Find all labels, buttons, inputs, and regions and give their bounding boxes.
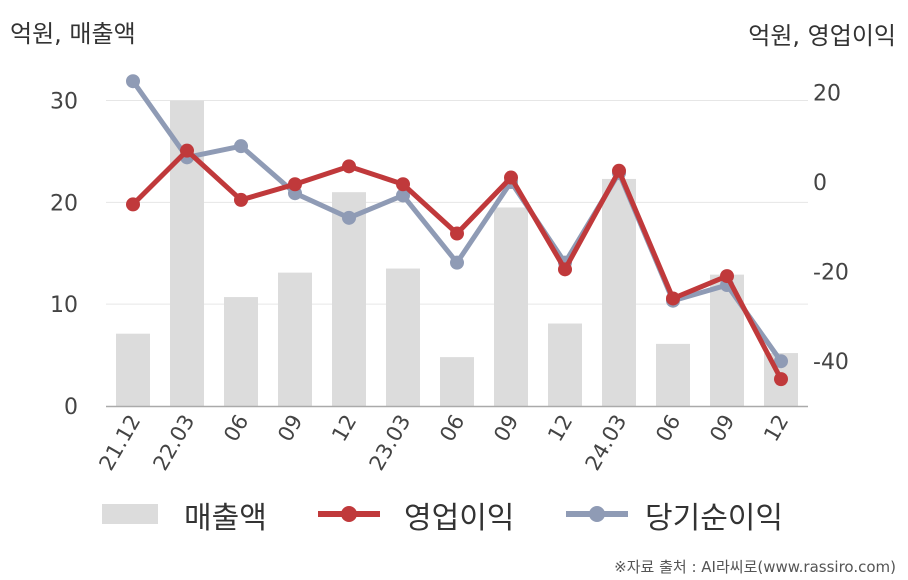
- x-tick-label: 23.03: [364, 411, 415, 475]
- right-tick-label: 0: [813, 171, 827, 196]
- revenue-bars: [116, 100, 798, 406]
- right-tick-label: -20: [813, 261, 849, 286]
- x-tick-label: 12: [759, 411, 793, 446]
- point-operating-profit: [126, 197, 140, 212]
- point-operating-profit: [504, 170, 518, 185]
- left-axis-ticks: 0 10 20 30: [50, 90, 78, 420]
- bar-revenue: [440, 357, 474, 406]
- point-operating-profit: [396, 177, 410, 192]
- bar-revenue: [494, 207, 528, 406]
- point-operating-profit: [342, 159, 356, 174]
- x-tick-label: 09: [489, 411, 523, 446]
- bar-revenue: [332, 192, 366, 406]
- right-axis-ticks: -40 -20 0 20: [813, 81, 849, 375]
- left-axis-title: 억원, 매출액: [10, 20, 136, 48]
- legend-marker-net-income: [589, 506, 605, 522]
- grid-lines: [106, 100, 808, 305]
- bar-revenue: [602, 178, 636, 406]
- x-tick-label: 22.03: [148, 411, 199, 475]
- left-tick-label: 0: [64, 395, 78, 420]
- point-net-income: [126, 74, 140, 89]
- source-credit: ※자료 출처 : AI라씨로(www.rassiro.com): [614, 558, 896, 576]
- x-tick-label: 21.12: [94, 411, 145, 475]
- right-axis-title: 억원, 영업이익: [748, 22, 896, 50]
- x-axis-ticks: 21.12 22.03 06 09 12 23.03 06 09 12 24.03 06 09 12: [94, 411, 793, 475]
- bar-revenue: [116, 333, 150, 406]
- left-tick-label: 20: [50, 191, 78, 216]
- x-tick-label: 06: [651, 411, 685, 446]
- bar-revenue: [224, 297, 258, 406]
- x-tick-label: 24.03: [580, 411, 631, 475]
- profit-lines: [126, 74, 788, 387]
- point-operating-profit: [180, 143, 194, 158]
- x-tick-label: 06: [219, 411, 253, 446]
- bar-revenue: [278, 272, 312, 406]
- x-tick-label: 09: [705, 411, 739, 446]
- right-tick-label: -40: [813, 350, 849, 375]
- left-tick-label: 10: [50, 293, 78, 318]
- left-tick-label: 30: [50, 90, 78, 115]
- legend: [102, 504, 628, 524]
- legend-label-net-income: 당기순이익: [645, 501, 783, 536]
- legend-swatch-revenue: [102, 504, 158, 524]
- point-operating-profit: [774, 372, 788, 387]
- legend-label-operating-profit: 영업이익: [404, 501, 515, 536]
- legend-marker-operating-profit: [341, 506, 357, 522]
- point-operating-profit: [558, 262, 572, 277]
- bar-revenue: [548, 323, 582, 406]
- right-tick-label: 20: [813, 81, 841, 106]
- point-net-income: [774, 354, 788, 369]
- point-net-income: [396, 188, 410, 203]
- point-operating-profit: [720, 269, 734, 284]
- x-tick-label: 06: [435, 411, 469, 446]
- point-net-income: [450, 255, 464, 270]
- bar-revenue: [386, 268, 420, 406]
- x-tick-label: 12: [327, 411, 361, 446]
- point-net-income: [342, 210, 356, 225]
- bar-revenue: [656, 343, 690, 406]
- legend-label-revenue: 매출액: [184, 501, 267, 536]
- point-net-income: [234, 139, 248, 154]
- x-tick-label: 12: [543, 411, 577, 446]
- point-operating-profit: [666, 291, 680, 306]
- point-operating-profit: [234, 192, 248, 207]
- point-operating-profit: [288, 177, 302, 192]
- x-tick-label: 09: [273, 411, 307, 446]
- point-operating-profit: [612, 163, 626, 178]
- point-operating-profit: [450, 226, 464, 241]
